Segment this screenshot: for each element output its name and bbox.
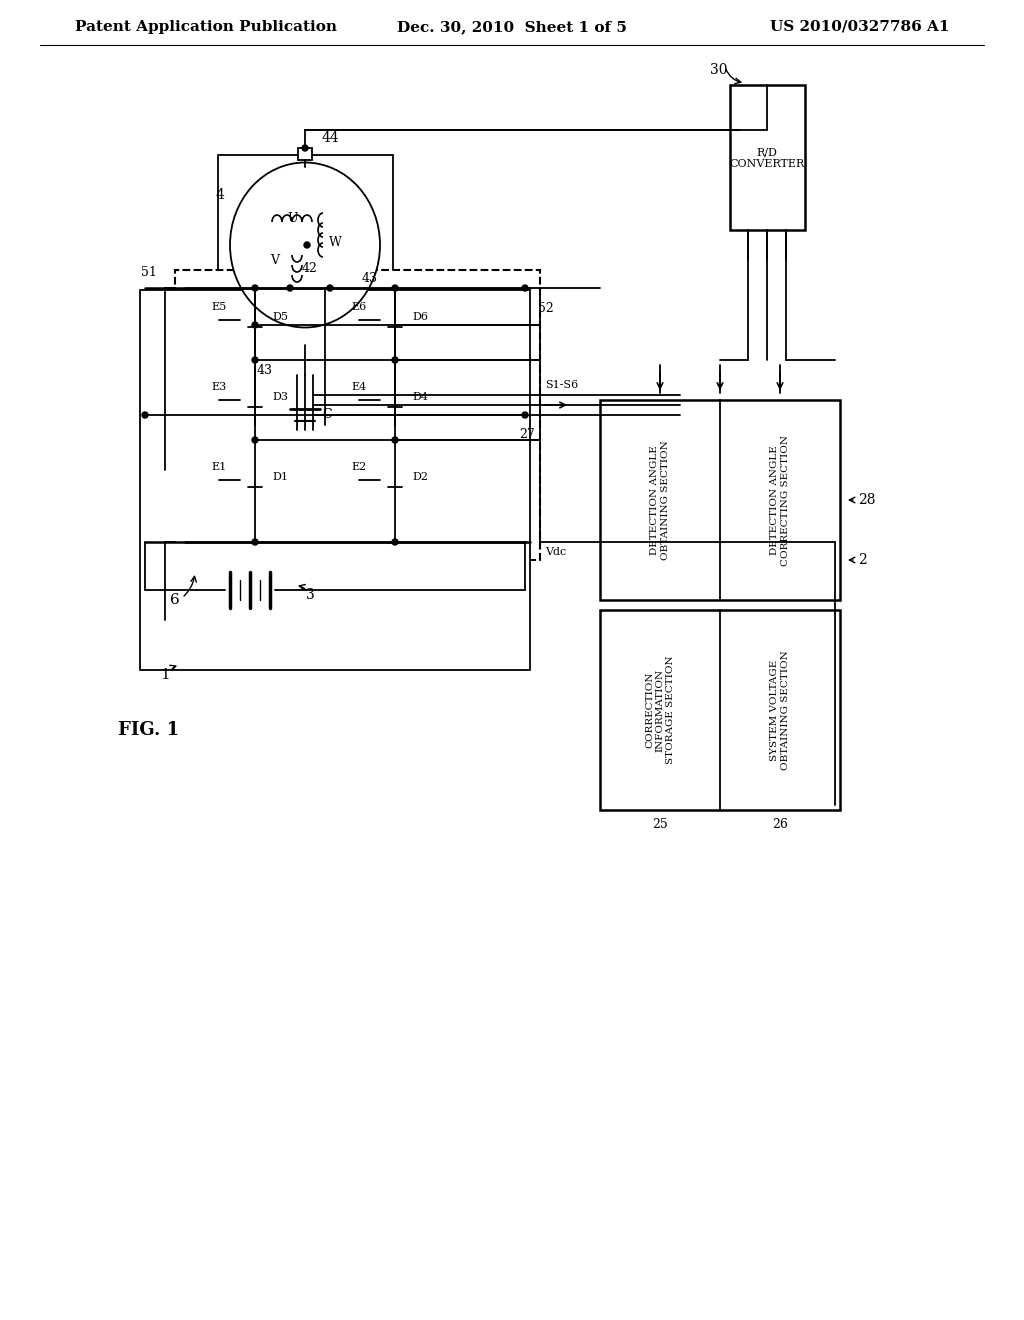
Text: 42: 42 [302, 261, 317, 275]
Text: 51: 51 [141, 267, 157, 280]
Polygon shape [388, 487, 402, 499]
Text: US 2010/0327786 A1: US 2010/0327786 A1 [770, 20, 950, 34]
Circle shape [252, 437, 258, 444]
Text: E2: E2 [351, 462, 367, 473]
Text: D3: D3 [272, 392, 288, 403]
Text: 44: 44 [322, 131, 339, 145]
Bar [298, 148, 312, 160]
Text: 52: 52 [538, 301, 554, 314]
Circle shape [304, 242, 310, 248]
Bar [240, 395, 270, 425]
Bar [600, 610, 840, 810]
Text: SYSTEM VOLTAGE
OBTAINING SECTION: SYSTEM VOLTAGE OBTAINING SECTION [770, 651, 790, 770]
Bar [240, 315, 270, 345]
Text: E1: E1 [211, 462, 226, 473]
Bar [240, 475, 270, 506]
Bar [290, 280, 330, 296]
Text: 27: 27 [519, 429, 535, 441]
Circle shape [392, 437, 398, 444]
Circle shape [252, 322, 258, 327]
Text: DETECTION ANGLE
OBTAINING SECTION: DETECTION ANGLE OBTAINING SECTION [650, 440, 670, 560]
Text: U: U [288, 211, 298, 224]
Circle shape [522, 412, 528, 418]
Text: D1: D1 [272, 473, 288, 482]
Text: 30: 30 [710, 63, 727, 77]
Text: 2: 2 [858, 553, 866, 568]
Circle shape [392, 539, 398, 545]
Bar [380, 315, 410, 345]
Bar [380, 395, 410, 425]
Text: 3: 3 [305, 587, 314, 602]
Text: E4: E4 [351, 381, 367, 392]
Bar [730, 84, 805, 230]
Text: DETECTION ANGLE
CORRECTING SECTION: DETECTION ANGLE CORRECTING SECTION [770, 434, 790, 565]
Text: R/D
CONVERTER: R/D CONVERTER [729, 148, 805, 169]
Text: 1: 1 [160, 668, 170, 682]
Text: Dec. 30, 2010  Sheet 1 of 5: Dec. 30, 2010 Sheet 1 of 5 [397, 20, 627, 34]
Text: 6: 6 [170, 593, 180, 607]
Circle shape [522, 285, 528, 290]
Text: 28: 28 [858, 492, 876, 507]
Circle shape [302, 145, 308, 150]
Text: 26: 26 [772, 818, 787, 832]
Text: E3: E3 [211, 381, 226, 392]
Text: E6: E6 [351, 302, 367, 312]
Text: 25: 25 [652, 818, 668, 832]
Polygon shape [388, 407, 402, 418]
Text: D2: D2 [412, 473, 428, 482]
Text: W: W [329, 235, 341, 248]
Text: D4: D4 [412, 392, 428, 403]
Bar [600, 400, 840, 601]
Circle shape [287, 285, 293, 290]
Circle shape [252, 539, 258, 545]
Text: S1-S6: S1-S6 [545, 380, 579, 389]
Circle shape [392, 285, 398, 290]
Text: Patent Application Publication: Patent Application Publication [75, 20, 337, 34]
Bar [380, 475, 410, 506]
Ellipse shape [230, 162, 380, 327]
Circle shape [142, 412, 148, 418]
Polygon shape [248, 487, 262, 499]
Polygon shape [388, 327, 402, 339]
Text: 4: 4 [216, 187, 224, 202]
Text: FIG. 1: FIG. 1 [118, 721, 179, 739]
Text: V: V [270, 253, 280, 267]
Circle shape [252, 356, 258, 363]
Bar [175, 271, 540, 560]
Text: C: C [323, 408, 332, 421]
Polygon shape [248, 327, 262, 339]
Bar [140, 290, 530, 671]
Circle shape [252, 285, 258, 290]
Circle shape [392, 356, 398, 363]
Text: Vdc: Vdc [545, 546, 566, 557]
Text: D5: D5 [272, 312, 288, 322]
Text: D6: D6 [412, 312, 428, 322]
Circle shape [327, 285, 333, 290]
Text: 43: 43 [362, 272, 378, 285]
Text: 43: 43 [257, 363, 273, 376]
Bar [218, 154, 393, 345]
Polygon shape [248, 407, 262, 418]
Text: CORRECTION
INFORMATION
STORAGE SECTION: CORRECTION INFORMATION STORAGE SECTION [645, 656, 675, 764]
Text: E5: E5 [211, 302, 226, 312]
